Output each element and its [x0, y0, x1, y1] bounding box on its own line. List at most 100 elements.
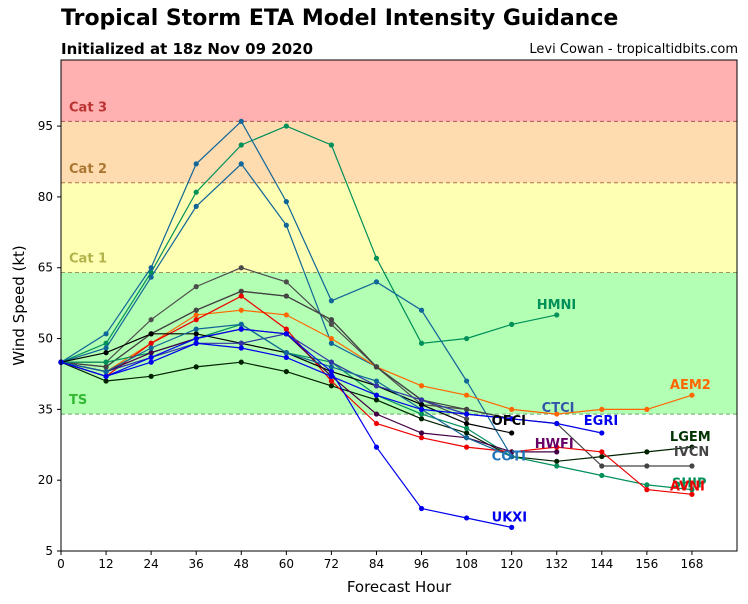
series-point-ship-1	[103, 359, 109, 365]
series-point-lgem-4	[238, 359, 244, 365]
series-point-ukxi-7	[373, 444, 380, 450]
series-label-egri: EGRI	[584, 414, 618, 429]
category-boundary-lines	[61, 120, 737, 415]
series-point-aem2-11	[554, 411, 560, 417]
x-tick-label-108: 108	[455, 557, 478, 571]
series-point-coti-7	[373, 378, 380, 384]
x-tick-label-0: 0	[57, 557, 65, 571]
series-point-2-4	[238, 161, 244, 167]
band-label-2: Cat 1	[69, 251, 107, 266]
series-point-hmni-7	[373, 255, 380, 261]
series-point-4-2	[148, 317, 154, 323]
x-tick-label-60: 60	[279, 557, 294, 571]
series-point-hmni-10	[509, 321, 515, 327]
x-tick-label-72: 72	[324, 557, 339, 571]
series-label-ivcn: IVCN	[674, 445, 709, 460]
y-tick-label-5: 5	[45, 544, 53, 558]
series-point-4-5	[283, 279, 289, 285]
series-point-hmni-5	[283, 123, 289, 129]
series-point-avni-6	[328, 378, 334, 384]
series-point-hmni-4	[238, 142, 244, 148]
y-tick-label-50: 50	[38, 332, 53, 346]
series-point-ivcn-5	[283, 293, 289, 299]
category-bands	[61, 60, 737, 551]
series-point-coti-4	[238, 321, 244, 327]
series-point-ivcn-1	[103, 364, 109, 370]
chart-axes: 0 12 24 36 48 60 72 84 96 108 120 132 144 156 168 5 20 35…	[38, 59, 738, 571]
x-tick-label-36: 36	[189, 557, 204, 571]
series-point-ukxi-2	[148, 354, 154, 361]
series-point-coti-6	[328, 364, 334, 370]
series-point-avni-12	[599, 449, 605, 455]
series-point-avni-13	[644, 487, 650, 493]
series-point-1-8	[418, 307, 425, 313]
series-point-coti-10	[509, 453, 515, 460]
series-label-avni: AVNI	[670, 479, 705, 494]
series-label-ctci: CTCI	[542, 401, 575, 416]
series-point-hmni-11	[554, 312, 560, 318]
y-tick-label-95: 95	[38, 119, 53, 133]
series-point-hwfi-8	[418, 430, 425, 436]
series-point-1-5	[283, 199, 289, 205]
y-tick-label-20: 20	[38, 473, 53, 487]
series-point-4-3	[193, 284, 199, 290]
band-4	[61, 60, 737, 122]
series-point-lgem-11	[554, 458, 560, 464]
band-0	[61, 414, 737, 551]
series-point-egri-7	[373, 392, 380, 398]
series-point-2-2	[148, 274, 154, 280]
plot-frame	[60, 59, 738, 552]
band-2	[61, 182, 737, 273]
series-point-4-9	[464, 416, 470, 422]
y-axis-label: Wind Speed (kt)	[10, 245, 28, 366]
series-point-avni-3	[193, 317, 199, 323]
x-tick-label-96: 96	[414, 557, 429, 571]
series-point-egri-11	[554, 420, 560, 427]
series-point-aem2-8	[418, 383, 425, 389]
band-3	[61, 121, 737, 183]
series-point-ship-11	[554, 463, 560, 469]
chart-title: Tropical Storm ETA Model Intensity Guida…	[61, 6, 619, 31]
series-point-ivcn-14	[689, 463, 695, 469]
series-point-lgem-1	[103, 378, 109, 384]
series-point-aem2-14	[689, 392, 695, 398]
series-point-lgem-6	[328, 383, 334, 389]
series-point-1-7	[373, 279, 380, 285]
chart-subtitle: Initialized at 18z Nov 09 2020	[61, 40, 314, 58]
series-point-lgem-12	[599, 453, 605, 460]
series-point-ship-13	[644, 482, 650, 488]
series-point-1-6	[328, 298, 334, 304]
series-point-ofci-10	[509, 430, 515, 436]
series-point-ukxi-9	[464, 515, 470, 521]
series-point-aem2-12	[599, 406, 605, 412]
series-point-ofci-1	[103, 350, 109, 356]
series-point-lgem-2	[148, 373, 154, 379]
series-point-1-3	[193, 161, 199, 167]
series-label-ukxi: UKXI	[492, 510, 527, 525]
series-point-lgem-14	[689, 444, 695, 450]
series-point-1-9	[464, 378, 470, 384]
x-tick-label-168: 168	[680, 557, 703, 571]
x-tick-label-24: 24	[143, 557, 158, 571]
series-point-avni-7	[373, 420, 380, 427]
series-point-ofci-3	[193, 331, 199, 337]
series-point-ukxi-8	[418, 505, 425, 512]
series-point-avni-4	[238, 293, 244, 299]
series-point-aem2-3	[193, 312, 199, 318]
x-axis-label: Forecast Hour	[347, 578, 452, 596]
series-point-ivcn-7	[373, 364, 380, 370]
series-point-ukxi-1	[103, 373, 109, 379]
series-point-ship-8	[418, 411, 425, 417]
series-point-ctci-7	[373, 383, 380, 389]
series-point-lgem-3	[193, 364, 199, 370]
series-point-aem2-4	[238, 307, 244, 313]
series-point-hwfi-2	[148, 350, 154, 356]
series-point-ofci-2	[148, 331, 154, 337]
series-point-egri-2	[148, 359, 154, 365]
model-series	[58, 118, 695, 530]
series-point-1-2	[148, 265, 154, 271]
series-point-ivcn-4	[238, 288, 244, 294]
series-point-aem2-10	[509, 406, 515, 412]
series-point-ivcn-9	[464, 406, 470, 412]
